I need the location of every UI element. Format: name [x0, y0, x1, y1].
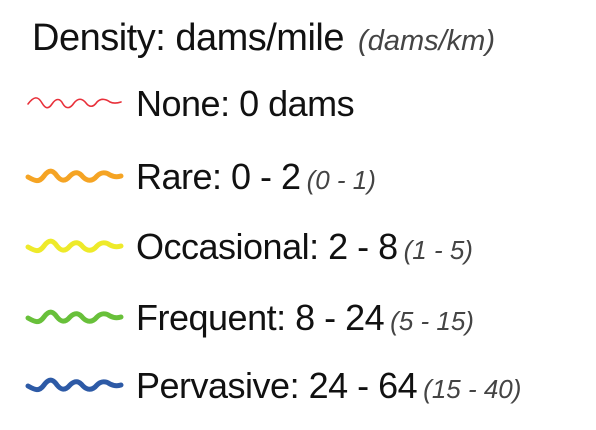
legend-label-pervasive-text: Pervasive: 24 - 64	[136, 365, 418, 406]
legend-metric-occasional: (1 - 5)	[403, 235, 473, 265]
legend-label-rare-text: Rare: 0 - 2	[136, 156, 301, 197]
legend-label-frequent-text: Frequent: 8 - 24	[136, 297, 385, 338]
legend-label-none-text: None: 0 dams	[136, 83, 355, 124]
legend-title-text: Density: dams/mile	[32, 17, 344, 59]
legend-metric-rare: (0 - 1)	[306, 165, 376, 195]
legend-label-pervasive: Pervasive: 24 - 64 (15 - 40)	[136, 358, 521, 417]
legend-item-none: None: 0 dams	[0, 76, 596, 132]
legend-label-occasional-text: Occasional: 2 - 8	[136, 226, 398, 267]
legend-swatch-occasional	[25, 238, 124, 254]
legend-swatch-none	[27, 97, 122, 109]
legend-metric-frequent: (5 - 15)	[390, 306, 474, 336]
legend-metric-pervasive: (15 - 40)	[423, 374, 522, 404]
legend-swatch-frequent	[25, 309, 124, 325]
legend-item-rare: Rare: 0 - 2 (0 - 1)	[0, 149, 596, 205]
legend-label-occasional: Occasional: 2 - 8 (1 - 5)	[136, 219, 473, 278]
legend-item-occasional: Occasional: 2 - 8 (1 - 5)	[0, 219, 596, 275]
legend-swatch-pervasive	[25, 377, 124, 393]
legend-label-rare: Rare: 0 - 2 (0 - 1)	[136, 149, 376, 208]
legend-item-frequent: Frequent: 8 - 24 (5 - 15)	[0, 290, 596, 346]
legend-title: Density: dams/mile (dams/km)	[32, 12, 495, 67]
legend-item-pervasive: Pervasive: 24 - 64 (15 - 40)	[0, 358, 596, 414]
legend-label-none: None: 0 dams	[136, 76, 355, 132]
legend-title-metric: (dams/km)	[358, 25, 495, 57]
legend-swatch-rare	[25, 168, 124, 184]
legend-label-frequent: Frequent: 8 - 24 (5 - 15)	[136, 290, 474, 349]
